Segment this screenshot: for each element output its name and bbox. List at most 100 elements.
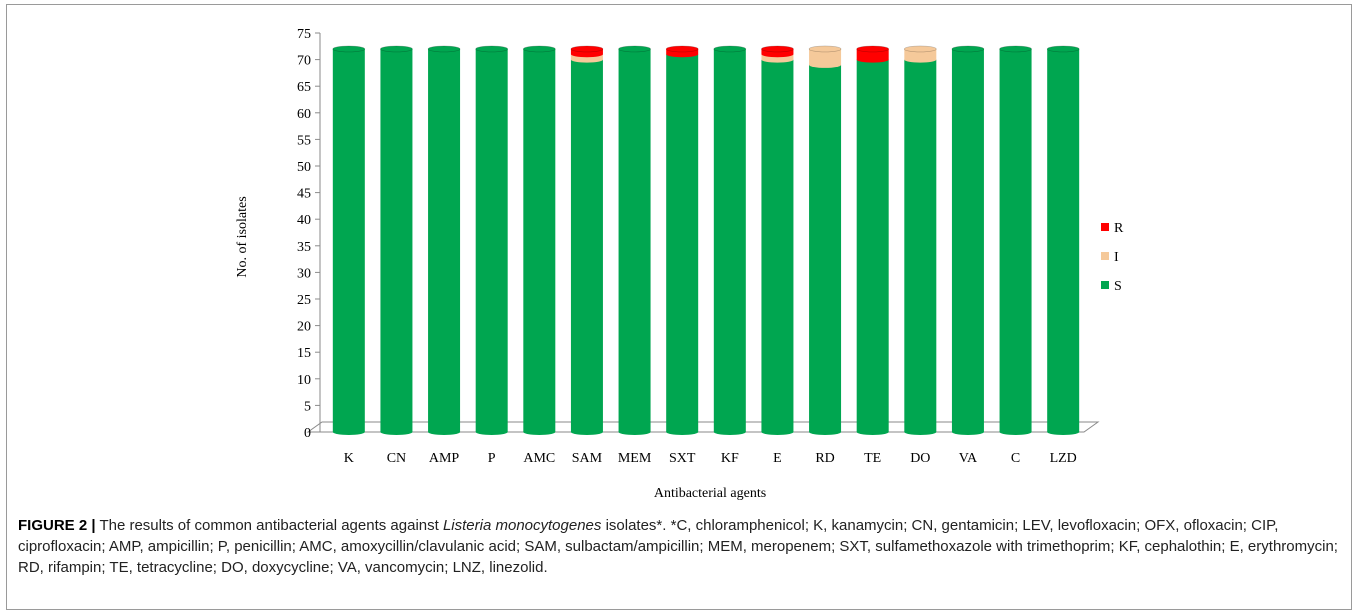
bar-top-cap	[713, 45, 747, 53]
x-tick-label: TE	[864, 451, 881, 466]
x-tick-label: P	[488, 451, 496, 466]
bar-top-cap	[999, 45, 1032, 53]
bars	[332, 45, 1080, 435]
y-tick-label: 50	[297, 160, 311, 175]
y-tick-label: 25	[297, 293, 311, 308]
bar-segment-base	[570, 56, 603, 63]
bar-c	[999, 45, 1032, 435]
bar-segment-i	[904, 48, 937, 60]
legend-swatch-s	[1101, 281, 1109, 289]
bar-te	[856, 45, 889, 435]
legend-label-i: I	[1114, 250, 1119, 265]
bar-segment-s	[332, 48, 365, 433]
x-tick-label: AMC	[523, 451, 555, 466]
bar-top-cap	[856, 45, 889, 53]
bar-segment-base	[951, 429, 984, 435]
bar-top-cap	[332, 45, 366, 53]
bar-k	[332, 45, 366, 435]
bar-p	[475, 45, 508, 435]
bar-amp	[427, 45, 461, 435]
bar-top-cap	[427, 45, 461, 53]
x-tick-label: SXT	[669, 451, 696, 466]
legend-label-r: R	[1114, 221, 1124, 236]
bar-sxt	[665, 45, 699, 435]
x-tick-label: AMP	[429, 451, 460, 466]
figure-caption: FIGURE 2 | The results of common antibac…	[18, 515, 1343, 578]
bar-segment-s	[380, 48, 413, 433]
bar-segment-base	[618, 429, 651, 435]
caption-species: Listeria monocytogenes	[442, 517, 602, 534]
bar-segment-base	[856, 429, 889, 435]
y-tick-label: 40	[297, 213, 311, 228]
bar-segment-base	[666, 429, 699, 435]
y-axis-label: No. of isolates	[235, 196, 250, 277]
bar-segment-s	[809, 64, 842, 433]
bar-segment-s	[951, 48, 984, 433]
x-tick-label: MEM	[618, 451, 652, 466]
bar-top-cap	[761, 45, 794, 53]
bar-segment-base	[904, 429, 937, 435]
bar-top-cap	[904, 45, 937, 53]
bar-segment-s	[999, 48, 1032, 433]
bar-segment-s	[475, 48, 508, 433]
bar-segment-r	[856, 48, 889, 60]
bar-segment-base	[713, 429, 746, 435]
bar-top-cap	[808, 45, 842, 53]
y-axis: 0 5 10 15 20 25 30 35 40 45 50 55 60 65 70 75	[297, 27, 321, 441]
bar-segment-base	[761, 429, 794, 435]
bar-amc	[523, 45, 556, 435]
y-tick-label: 45	[297, 187, 311, 202]
bar-top-cap	[523, 45, 556, 53]
bar-top-cap	[1046, 45, 1080, 53]
x-tick-label: K	[344, 451, 354, 466]
bar-segment-s	[713, 48, 746, 433]
bar-do	[904, 45, 937, 435]
x-tick-label: RD	[815, 451, 834, 466]
x-axis-ticks: K CN AMP P AMC SAM MEM SXT KF E RD TE DO VA C LZD	[344, 451, 1077, 466]
bar-segment-s	[1047, 48, 1080, 433]
y-tick-label: 10	[297, 373, 311, 388]
x-tick-label: KF	[721, 451, 739, 466]
legend-label-s: S	[1114, 279, 1122, 294]
y-tick-label: 65	[297, 80, 311, 95]
bar-top-cap	[951, 45, 985, 53]
bar-top-cap	[618, 45, 651, 53]
bar-top-cap	[570, 45, 604, 53]
y-tick-label: 30	[297, 266, 311, 281]
bar-segment-base	[761, 51, 794, 58]
y-tick-label: 5	[304, 399, 311, 414]
bar-segment-s	[523, 48, 556, 433]
bar-segment-s	[666, 54, 699, 432]
caption-text-1: The results of common antibacterial agen…	[95, 517, 443, 534]
bar-rd	[808, 45, 842, 435]
bar-segment-base	[1047, 429, 1080, 435]
bar-va	[951, 45, 985, 435]
stacked-bar-chart: 0 5 10 15 20 25 30 35 40 45 50 55 60 65 70 75 K CN AMP P AM…	[235, 27, 1124, 501]
bar-kf	[713, 45, 747, 435]
bar-segment-s	[428, 48, 461, 433]
bar-top-cap	[665, 45, 699, 53]
bar-segment-base	[332, 429, 365, 435]
bar-segment-base	[523, 429, 556, 435]
bar-segment-base	[761, 56, 794, 63]
x-tick-label: E	[773, 451, 782, 466]
bar-segment-base	[428, 429, 461, 435]
x-tick-label: LZD	[1050, 451, 1077, 466]
bar-segment-base	[809, 61, 842, 68]
x-axis-label: Antibacterial agents	[654, 486, 766, 501]
x-tick-label: SAM	[572, 451, 603, 466]
legend-swatch-r	[1101, 223, 1109, 231]
caption-text-2: isolates*. *C, chloramphenicol; K, kanam…	[18, 517, 1338, 576]
y-tick-label: 0	[304, 426, 311, 441]
figure-label: FIGURE 2 |	[18, 517, 96, 534]
bar-mem	[618, 45, 651, 435]
y-tick-label: 35	[297, 240, 311, 255]
bar-segment-s	[856, 59, 889, 432]
y-tick-label: 60	[297, 107, 311, 122]
bar-top-cap	[475, 45, 508, 53]
y-tick-label: 75	[297, 27, 311, 42]
bar-segment-s	[570, 59, 603, 432]
bar-segment-base	[475, 429, 508, 435]
bar-segment-base	[570, 51, 603, 58]
bar-cn	[380, 45, 413, 435]
